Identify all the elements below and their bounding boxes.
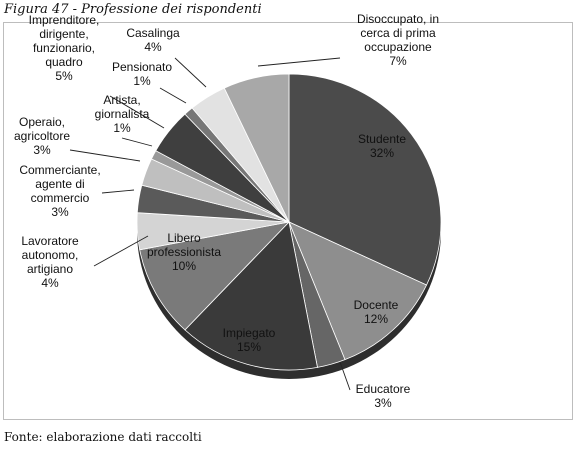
slice-label: Artista, giornalista 1% (95, 93, 150, 135)
slice-labels: Studente 32% Docente 12% Educatore 3% Impiegat… (14, 12, 439, 410)
leader-line (174, 57, 207, 88)
pie-slice-impiegato (184, 221, 318, 371)
slice-label: Commerciante, agente di commercio 3% (19, 163, 100, 219)
leader-line (109, 95, 165, 129)
leader-line (339, 361, 351, 391)
leader-line (159, 87, 187, 104)
slice-label: Docente 12% (354, 298, 399, 326)
pie-slice-libero (139, 221, 291, 331)
figure-title: Figura 47 - Professione dei rispondenti (4, 2, 262, 17)
pie-slice-docente (288, 221, 428, 361)
slice-label: Educatore 3% (356, 382, 411, 410)
slice-label: Pensionato 1% (112, 60, 172, 88)
leader-line (69, 149, 141, 162)
leader-line (121, 137, 153, 147)
slice-label: Disoccupato, in cerca di prima occupazione… (357, 12, 439, 68)
pie-slice-disoccupato-in (223, 73, 290, 223)
slice-label: Libero professionista 10% (147, 231, 221, 273)
leader-lines (69, 57, 351, 391)
pie-slice-studente (288, 73, 442, 286)
leader-line (101, 189, 135, 194)
slice-label: Operaio, agricoltore 3% (14, 115, 70, 157)
chart-frame (3, 22, 573, 420)
slice-label: Studente 32% (358, 132, 406, 160)
leader-line (257, 57, 341, 67)
slice-label: Impiegato 15% (223, 326, 276, 354)
slice-label: Lavoratore autonomo, artigiano 4% (21, 234, 79, 290)
slice-label: Casalinga 4% (126, 26, 180, 54)
slice-label: Imprenditore, dirigente, funzionario, quadr… (29, 13, 100, 83)
pie-slices (136, 73, 442, 379)
leader-line (93, 235, 149, 267)
source-note: Fonte: elaborazione dati raccolti (4, 430, 202, 444)
